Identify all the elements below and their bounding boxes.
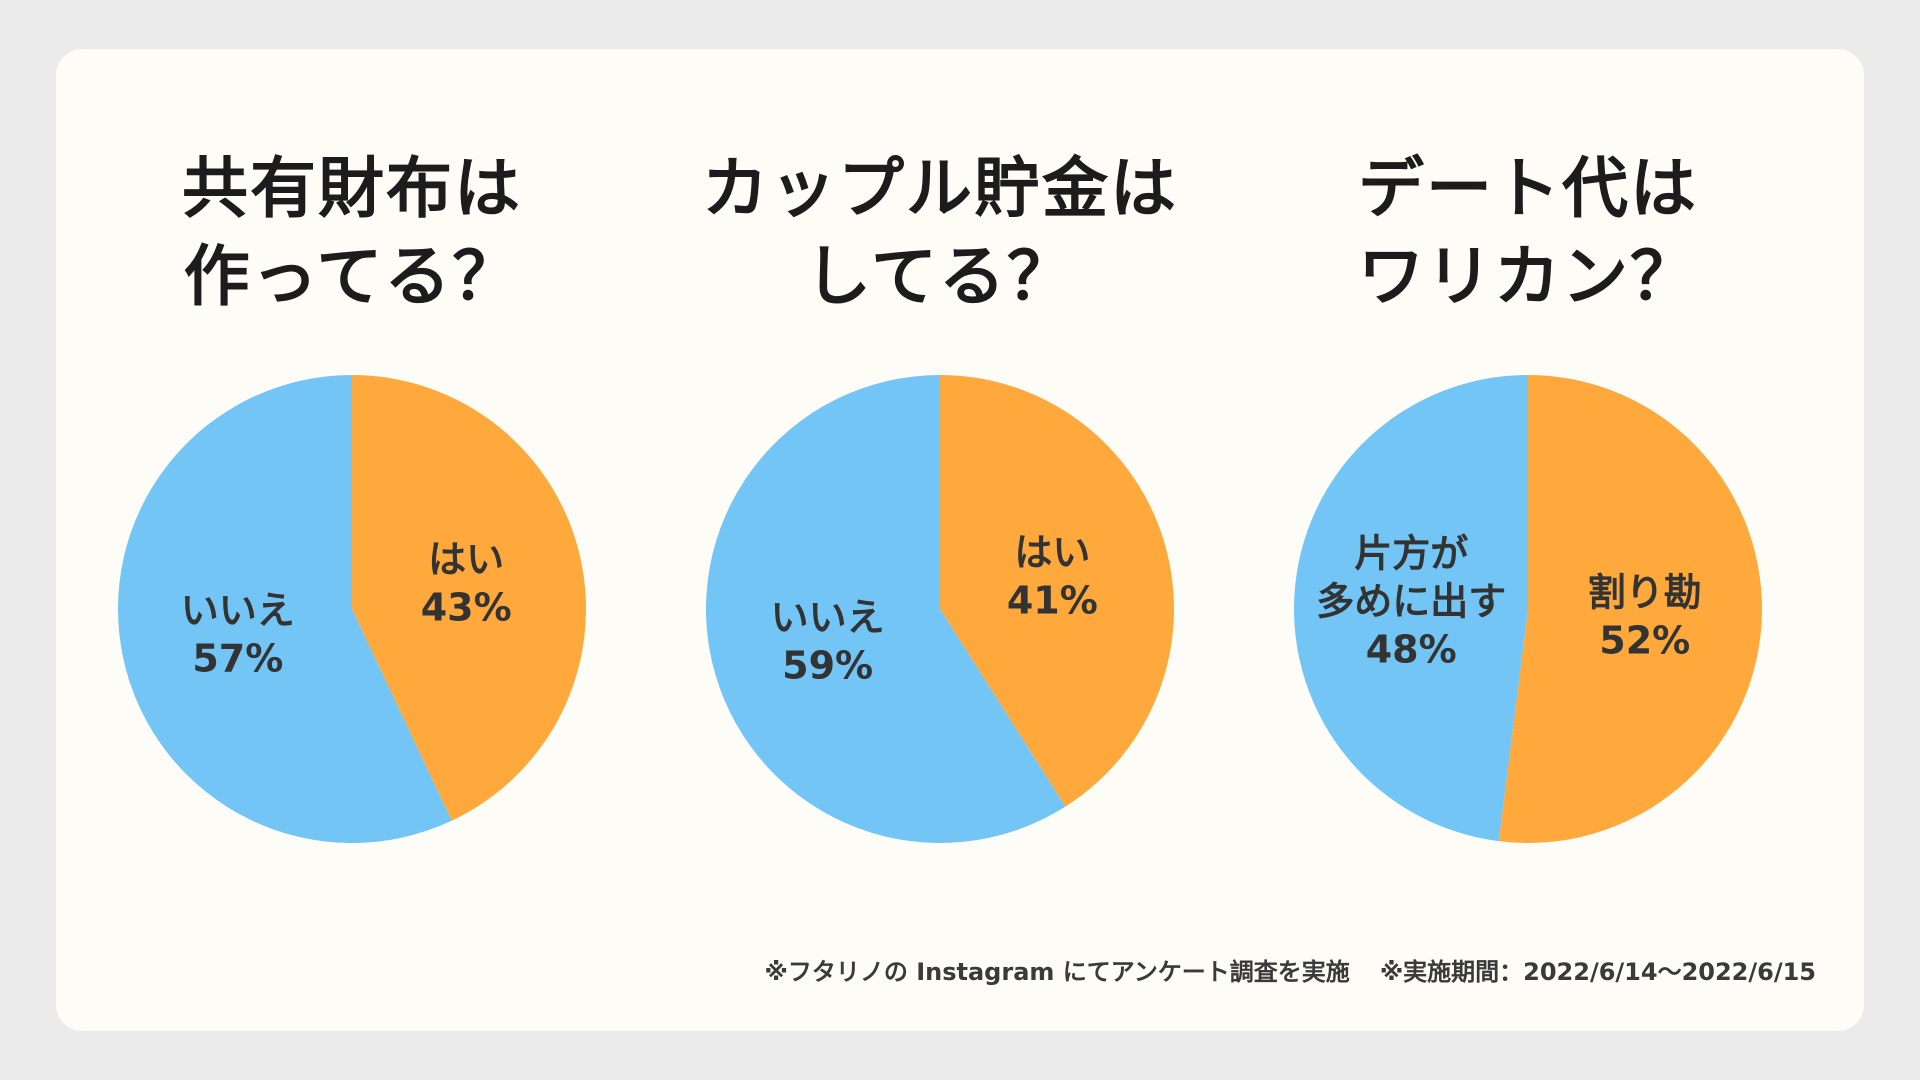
slice-value-label-0: 52% (1599, 618, 1690, 662)
pie-slice-0 (940, 375, 1174, 807)
slice-label-1: 多めに出す (1316, 580, 1506, 624)
panel-shared-wallet: 共有財布は 作ってる？ はい 43% いいえ 57% (72, 49, 632, 1031)
panel-couple-savings: カップル貯金は してる？ はい 41% いいえ 59% (660, 49, 1220, 1031)
slice-value-label-0: 41% (1007, 578, 1098, 622)
slice-value-label-1: 57% (192, 637, 283, 681)
chart-title-couple-savings: カップル貯金は してる？ (702, 150, 1178, 315)
pie-slice-1 (706, 375, 1066, 843)
chart-title-shared-wallet: 共有財布は 作ってる？ (182, 150, 522, 315)
pie-slice-1 (118, 375, 452, 843)
pie-slice-1 (1293, 375, 1528, 842)
pie-slice-0 (1498, 375, 1762, 843)
survey-footnote: ※フタリノの Instagram にてアンケート調査を実施 ※実施期間：2022/… (765, 952, 1816, 987)
slice-label-1: 片方が (1354, 532, 1468, 576)
slice-value-label-1: 59% (782, 644, 873, 688)
slice-label-0: はい (1014, 530, 1090, 574)
slice-value-label-1: 48% (1366, 628, 1457, 672)
slice-label-1: いいえ (771, 596, 885, 640)
panel-date-cost: デート代は ワリカン？ 割り勘 52% 片方が 多めに出す 48% (1248, 49, 1808, 1031)
chart-title-date-cost: デート代は ワリカン？ (1358, 150, 1698, 315)
survey-card: 共有財布は 作ってる？ はい 43% いいえ 57% カップル貯金は してる？ はい 4… (56, 49, 1864, 1031)
footnote-period: ※実施期間：2022/6/14〜2022/6/15 (1379, 958, 1816, 986)
slice-label-0: 割り勘 (1588, 570, 1702, 614)
slice-label-0: はい (428, 537, 504, 581)
slice-value-label-0: 43% (421, 585, 512, 629)
slice-label-1: いいえ (181, 589, 295, 633)
pie-slice-0 (352, 375, 586, 821)
footnote-survey: ※フタリノの Instagram にてアンケート調査を実施 (764, 958, 1350, 986)
